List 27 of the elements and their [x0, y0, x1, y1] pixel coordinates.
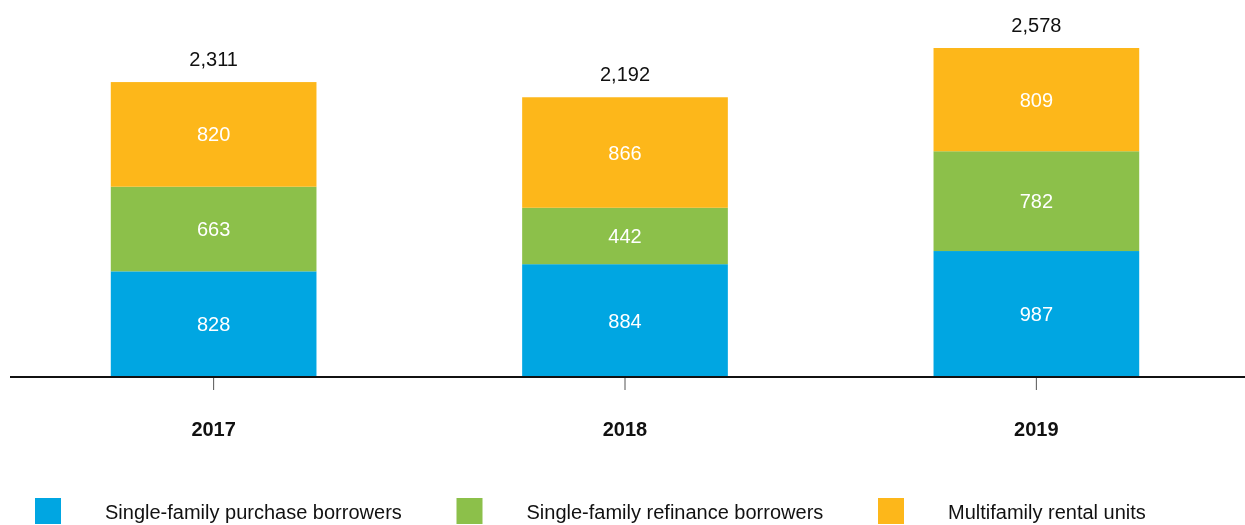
data-label: 884 [608, 309, 642, 332]
x-tick-label: 2018 [602, 418, 648, 440]
bar [522, 207, 728, 265]
total-label: 2,311 [189, 48, 238, 71]
legend-label: Multifamily rental units [948, 501, 1146, 523]
bar [933, 251, 1140, 377]
x-tick-label: 2017 [191, 418, 236, 440]
bar [933, 151, 1140, 252]
bar [522, 264, 728, 377]
bar [522, 97, 728, 208]
data-label: 442 [608, 224, 642, 247]
data-label: 866 [608, 141, 642, 164]
bar [110, 271, 317, 377]
legend-label: Single-family refinance borrowers [526, 501, 824, 523]
data-label: 828 [196, 313, 231, 336]
data-label: 820 [196, 123, 231, 146]
bar [110, 82, 317, 187]
total-label: 2,192 [599, 63, 651, 86]
data-label: 782 [1019, 190, 1054, 213]
data-label: 987 [1019, 303, 1054, 326]
bar [110, 186, 317, 272]
bar [933, 48, 1140, 152]
total-label: 2,578 [1011, 14, 1062, 36]
legend-label: Single-family purchase borrowers [105, 501, 402, 523]
data-label: 809 [1019, 88, 1054, 111]
x-tick-label: 2019 [1014, 418, 1059, 440]
data-label: 663 [196, 218, 231, 241]
